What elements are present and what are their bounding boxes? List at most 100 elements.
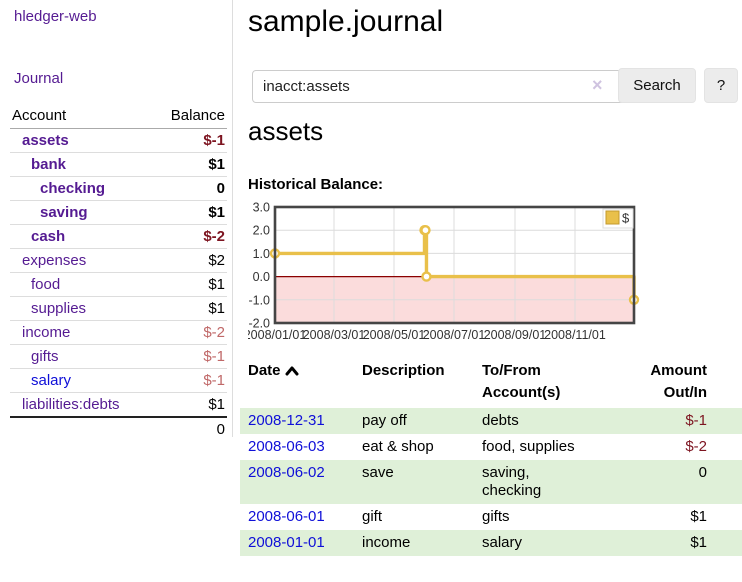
transaction-row: 2008-06-03 eat & shop food, supplies $-2 0 [240,434,742,460]
search-input[interactable] [252,70,632,103]
register-header-description: Description [354,356,474,408]
register-header-amount: Amount Out/In [620,356,715,408]
sort-ascending-icon [285,366,299,376]
account-row: expenses $2 [10,248,227,273]
transaction-amount: $-2 [685,438,707,455]
accounts-header-row: Account Balance [10,103,227,129]
register-header-label: Description [362,362,445,379]
transaction-balance: $2 [715,504,742,530]
account-row: checking 0 [10,176,227,201]
svg-text:2008/01/01: 2008/01/01 [248,328,306,342]
transaction-row: 2008-06-01 gift gifts $1 $2 [240,504,742,530]
account-row: assets $-1 [10,128,227,153]
transaction-accounts: saving, checking [482,464,542,499]
transaction-row: 2008-12-31 pay off debts $-1 $-1 [240,408,742,434]
account-balance: $1 [152,200,227,225]
account-link[interactable]: assets [22,132,69,149]
account-balance: $-2 [152,224,227,249]
transaction-balance: $1 [715,530,742,556]
transaction-amount: 0 [698,464,707,481]
account-balance: $1 [152,152,227,177]
register-header-to-from: To/From Account(s) [474,356,620,408]
account-link[interactable]: gifts [31,348,59,365]
register-header-row: Date Description To/From Account(s) Amount … [240,356,742,408]
account-balance: $-1 [152,128,227,153]
account-link[interactable]: bank [31,156,67,173]
transaction-amount: $1 [690,534,707,551]
svg-text:2008/07/01: 2008/07/01 [423,328,486,342]
account-link[interactable]: cash [31,228,66,245]
transaction-accounts: debts [482,412,519,429]
account-link[interactable]: supplies [31,300,87,317]
account-row: gifts $-1 [10,344,227,369]
transaction-accounts: food, supplies [482,438,575,455]
account-row: liabilities:debts $1 [10,392,227,418]
search-button[interactable]: Search [618,68,696,103]
transaction-description: gift [362,508,383,525]
svg-text:2.0: 2.0 [253,224,270,238]
transaction-balance: $-1 [715,408,742,434]
svg-text:2008/05/01: 2008/05/01 [363,328,426,342]
chart-canvas: 3.0 2.0 1.0 0.0 -1.0 -2.02008/01/012008/03/01… [244,201,640,342]
account-row: saving $1 [10,200,227,225]
account-link[interactable]: saving [40,204,88,221]
sidebar-item-journal[interactable]: Journal [14,70,64,87]
account-balance: $2 [152,248,227,273]
account-row: bank $1 [10,152,227,177]
clear-search-icon[interactable]: × [592,75,603,95]
account-heading: assets [248,116,324,146]
help-button[interactable]: ? [704,68,738,103]
register-header-historical: Historical Balance [715,356,742,408]
account-link[interactable]: liabilities:debts [22,396,120,413]
account-balance: $-1 [152,344,227,369]
transaction-accounts: salary [482,534,523,551]
transaction-description: save [362,464,394,481]
account-link[interactable]: income [22,324,71,341]
transaction-date-link[interactable]: 2008-06-03 [248,438,325,455]
account-link[interactable]: food [31,276,61,293]
svg-text:2008/11/01: 2008/11/01 [544,328,606,342]
account-balance: $1 [152,392,227,418]
register-header-label: To/From Account(s) [482,362,561,401]
transaction-row: 2008-06-02 save saving, checking 0 $2 [240,460,742,504]
svg-text:0.0: 0.0 [253,270,270,284]
account-link[interactable]: checking [40,180,106,197]
accounts-total-value: 0 [152,416,227,441]
account-link[interactable]: expenses [22,252,87,269]
account-row: cash $-2 [10,224,227,249]
account-balance: $-1 [152,368,227,393]
accounts-table: Account Balance assets $-1 bank $1 checking 0… [10,103,227,441]
register-header-label: Amount Out/In [650,362,707,401]
svg-text:3.0: 3.0 [253,202,270,215]
accounts-header-balance: Balance [152,103,227,129]
svg-text:2008/09/01: 2008/09/01 [484,328,547,342]
register-table: Date Description To/From Account(s) Amount … [240,356,742,556]
account-row: food $1 [10,272,227,297]
transaction-balance: $2 [715,460,742,504]
register-header-date[interactable]: Date [240,356,354,408]
sidebar: hledger-web Journal Account Balance asse… [0,0,233,441]
transaction-amount: $-1 [685,412,707,429]
svg-text:1.0: 1.0 [253,247,270,261]
transaction-date-link[interactable]: 2008-06-01 [248,508,325,525]
account-row: salary $-1 [10,368,227,393]
account-balance: $1 [152,272,227,297]
transaction-date-link[interactable]: 2008-01-01 [248,534,325,551]
app-brand-link[interactable]: hledger-web [14,8,97,25]
transaction-description: eat & shop [362,438,434,455]
svg-text:$: $ [622,211,630,226]
transaction-accounts: gifts [482,508,510,525]
account-row: income $-2 [10,320,227,345]
historical-balance-chart: 3.0 2.0 1.0 0.0 -1.0 -2.0 2008/01/01 2008/03/01… [244,201,662,344]
account-balance: $1 [152,296,227,321]
accounts-total-row: 0 [10,416,227,441]
accounts-header-account: Account [10,103,153,129]
transaction-date-link[interactable]: 2008-06-02 [248,464,325,481]
svg-text:2008/03/01: 2008/03/01 [303,328,366,342]
account-link[interactable]: salary [31,372,72,389]
svg-text:-1.0: -1.0 [248,293,270,307]
page-title: sample.journal [248,5,444,38]
transaction-amount: $1 [690,508,707,525]
transaction-date-link[interactable]: 2008-12-31 [248,412,325,429]
register-header-label: Date [248,362,281,379]
